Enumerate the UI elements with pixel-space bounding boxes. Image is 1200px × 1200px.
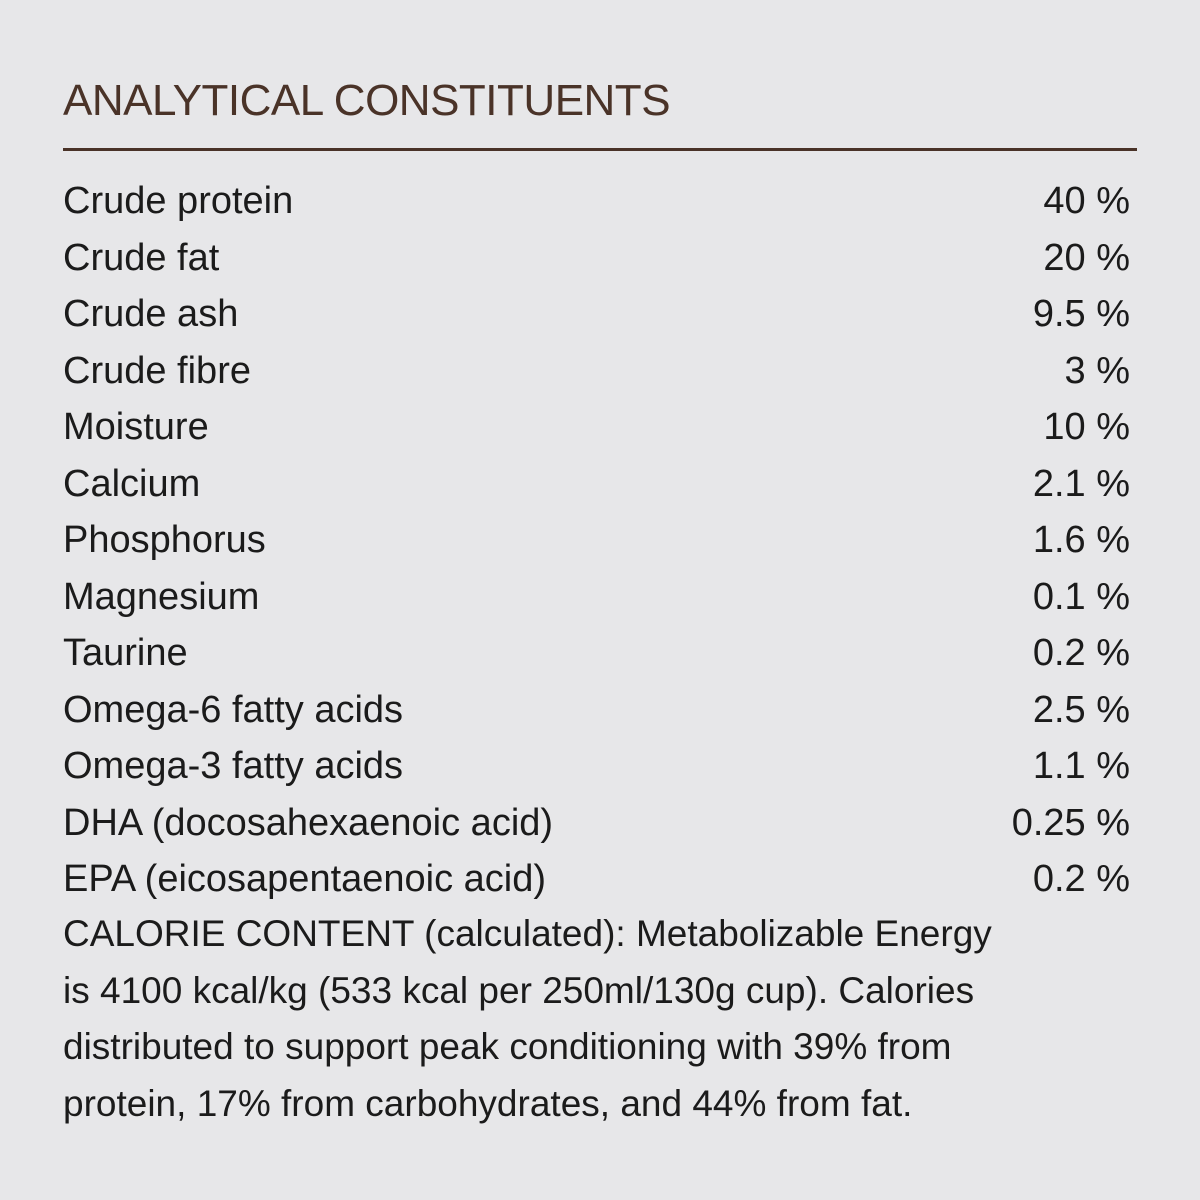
constituent-value: 9.5 %: [1032, 293, 1130, 335]
table-row: Magnesium 0.1 %: [63, 576, 1130, 632]
constituent-name: Taurine: [63, 632, 188, 674]
constituent-name: Omega-6 fatty acids: [63, 688, 404, 731]
table-row: Omega-6 fatty acids 2.5 %: [63, 689, 1130, 745]
paragraph-line: CALORIE CONTENT (calculated): Metaboliza…: [63, 913, 992, 954]
constituent-name: Moisture: [63, 406, 209, 448]
table-row: EPA (eicosapentaenoic acid) 0.2 %: [63, 858, 1130, 914]
constituent-value: 3 %: [1064, 349, 1130, 392]
section-title: ANALYTICAL CONSTITUENTS: [63, 76, 671, 125]
table-row: Crude protein 40 %: [63, 180, 1130, 236]
table-row: Phosphorus 1.6 %: [63, 519, 1130, 575]
table-row: Taurine 0.2 %: [63, 632, 1130, 688]
constituent-value: 20 %: [1043, 236, 1130, 279]
constituent-value: 0.2 %: [1032, 858, 1130, 900]
constituent-value: 10 %: [1043, 406, 1130, 448]
constituent-name: Crude ash: [63, 293, 239, 335]
constituent-value: 40 %: [1043, 180, 1130, 222]
table-row: DHA (docosahexaenoic acid) 0.25 %: [63, 802, 1130, 858]
constituent-value: 0.25 %: [1011, 801, 1130, 844]
paragraph-line: distributed to support peak conditioning…: [63, 1026, 952, 1068]
constituent-name: Crude protein: [63, 180, 294, 222]
paragraph-line: protein, 17% from carbohydrates, and 44%…: [63, 1083, 913, 1125]
constituent-value: 1.6 %: [1032, 519, 1130, 561]
constituent-value: 0.1 %: [1032, 575, 1130, 618]
constituent-name: Crude fibre: [63, 349, 251, 392]
table-row: Crude fibre 3 %: [63, 350, 1130, 406]
constituent-value: 2.1 %: [1032, 462, 1130, 505]
constituent-name: Omega-3 fatty acids: [63, 745, 404, 787]
constituent-name: Crude fat: [63, 236, 220, 279]
constituent-value: 2.5 %: [1032, 688, 1130, 731]
table-row: Crude fat 20 %: [63, 237, 1130, 293]
table-row: Calcium 2.1 %: [63, 463, 1130, 519]
constituent-name: Phosphorus: [63, 519, 266, 561]
table-row: Moisture 10 %: [63, 406, 1130, 462]
constituent-value: 1.1 %: [1032, 745, 1130, 787]
constituent-value: 0.2 %: [1032, 632, 1130, 674]
divider: [63, 148, 1137, 151]
table-row: Omega-3 fatty acids 1.1 %: [63, 745, 1130, 801]
constituent-name: Calcium: [63, 462, 201, 505]
paragraph-line: is 4100 kcal/kg (533 kcal per 250ml/130g…: [63, 969, 975, 1011]
constituent-name: EPA (eicosapentaenoic acid): [63, 858, 547, 900]
table-row: Crude ash 9.5 %: [63, 293, 1130, 349]
constituent-name: Magnesium: [63, 575, 260, 618]
constituent-name: DHA (docosahexaenoic acid): [63, 801, 554, 844]
